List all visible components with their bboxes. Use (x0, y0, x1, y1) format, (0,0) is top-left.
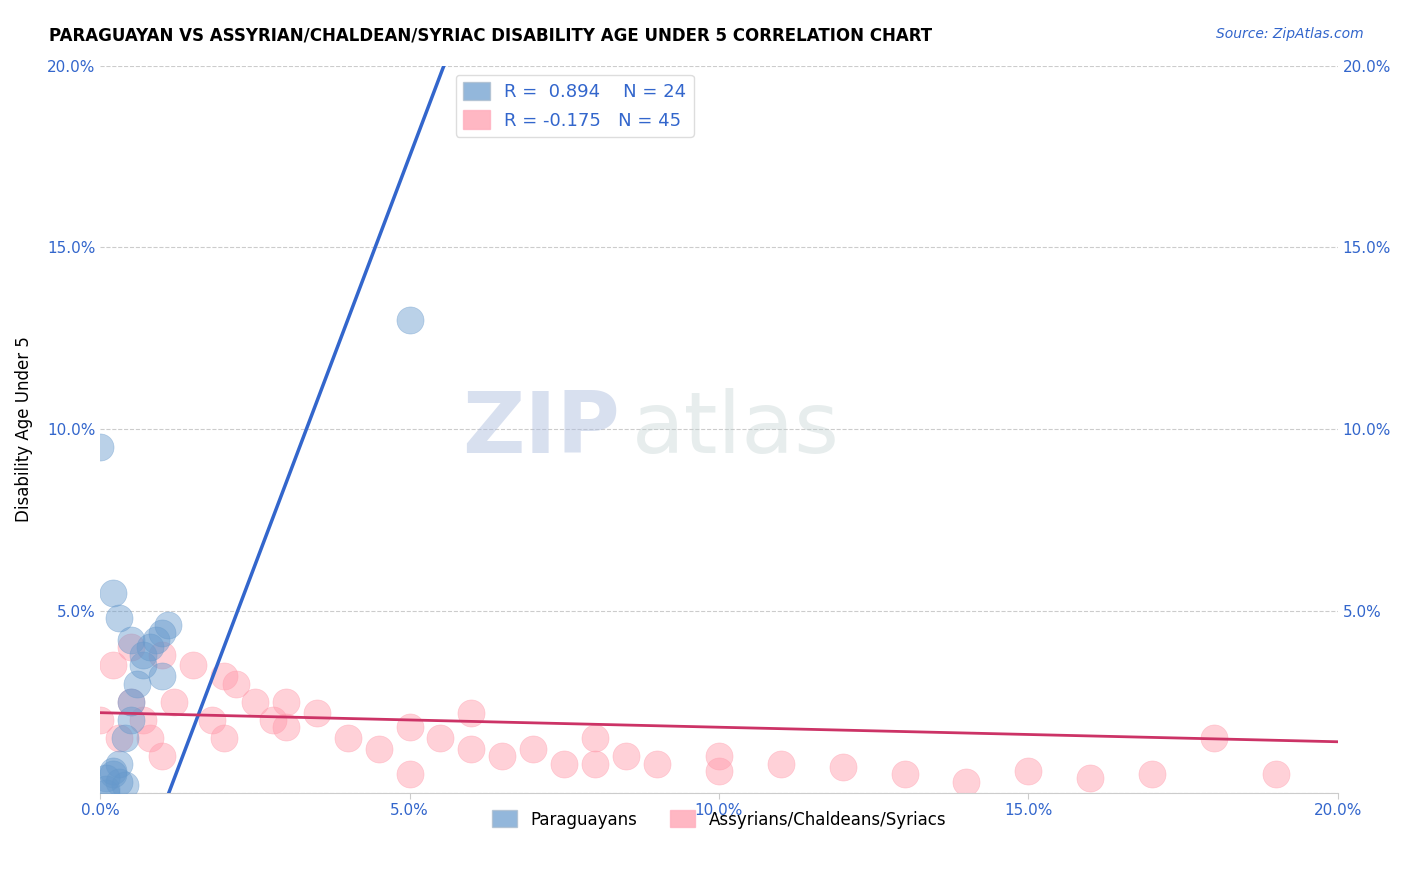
Point (120, 632, 142, 647)
Point (132, 658, 155, 673)
Point (707, 764, 730, 778)
Point (96, 771, 118, 785)
Point (262, 713, 284, 727)
Point (120, 695, 142, 709)
Point (243, 695, 266, 709)
Point (120, 640, 142, 655)
Point (1202, 731, 1225, 745)
Point (114, 778, 136, 792)
Point (101, 658, 124, 673)
Point (1017, 764, 1039, 778)
Point (138, 640, 160, 655)
Point (157, 618, 180, 632)
Point (583, 756, 606, 771)
Point (120, 713, 142, 727)
Point (120, 695, 142, 709)
Point (614, 749, 637, 764)
Point (101, 585, 124, 599)
Point (101, 767, 124, 781)
Point (398, 313, 420, 327)
Point (138, 731, 160, 745)
Point (96, 786, 118, 800)
Point (583, 731, 606, 745)
Point (200, 713, 222, 727)
Point (893, 767, 915, 781)
Point (150, 648, 173, 662)
Point (429, 731, 451, 745)
Point (150, 625, 173, 640)
Point (522, 742, 544, 756)
Point (150, 749, 173, 764)
Point (225, 676, 247, 690)
Point (460, 742, 482, 756)
Legend: Paraguayans, Assyrians/Chaldeans/Syriacs: Paraguayans, Assyrians/Chaldeans/Syriacs (485, 804, 953, 835)
Point (1140, 767, 1163, 781)
Point (132, 648, 155, 662)
Text: PARAGUAYAN VS ASSYRIAN/CHALDEAN/SYRIAC DISABILITY AGE UNDER 5 CORRELATION CHART: PARAGUAYAN VS ASSYRIAN/CHALDEAN/SYRIAC D… (49, 27, 932, 45)
Point (212, 669, 235, 683)
Point (107, 756, 129, 771)
Point (145, 632, 167, 647)
Point (96, 782, 118, 797)
Point (127, 676, 149, 690)
Point (181, 658, 204, 673)
Point (336, 731, 359, 745)
Text: atlas: atlas (633, 388, 841, 471)
Point (1078, 771, 1101, 785)
Point (212, 731, 235, 745)
Point (398, 720, 420, 734)
Point (367, 742, 389, 756)
Point (707, 749, 730, 764)
Point (89, 713, 111, 727)
Text: Source: ZipAtlas.com: Source: ZipAtlas.com (1216, 27, 1364, 41)
Text: ZIP: ZIP (463, 388, 620, 471)
Point (645, 756, 668, 771)
Point (491, 749, 513, 764)
Point (955, 774, 977, 789)
Point (274, 720, 297, 734)
Point (769, 756, 792, 771)
Point (101, 764, 124, 778)
Point (107, 611, 129, 625)
Point (107, 731, 129, 745)
Point (398, 767, 420, 781)
Point (107, 774, 129, 789)
Point (132, 713, 155, 727)
Point (150, 669, 173, 683)
Point (553, 756, 575, 771)
Point (460, 706, 482, 720)
Y-axis label: Disability Age Under 5: Disability Age Under 5 (15, 336, 32, 522)
Point (274, 695, 297, 709)
Point (831, 760, 853, 774)
Point (114, 731, 136, 745)
Point (305, 706, 328, 720)
Point (163, 695, 186, 709)
Point (1264, 767, 1286, 781)
Point (89, 440, 111, 454)
